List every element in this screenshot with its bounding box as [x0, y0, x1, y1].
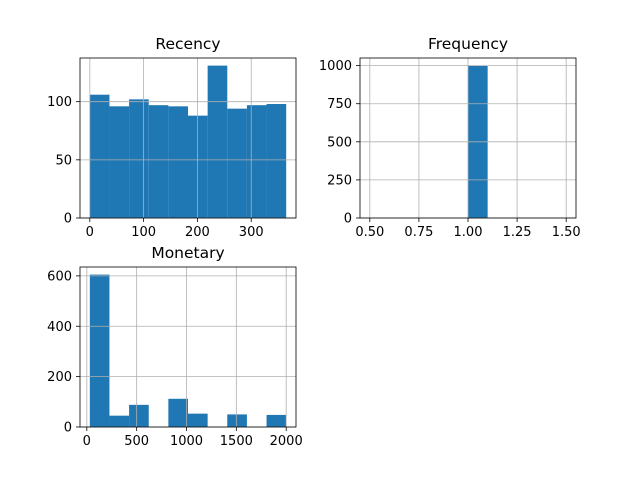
recency-y-tick-label: 50	[55, 153, 72, 168]
recency-bar	[207, 65, 228, 219]
recency-bar	[227, 108, 247, 218]
frequency-y-tick-label: 750	[327, 97, 352, 112]
monetary-y-tick-label: 0	[64, 421, 72, 436]
monetary-y-tick-label: 200	[47, 370, 72, 385]
monetary-bar	[227, 414, 247, 427]
monetary-bar	[266, 414, 287, 427]
monetary-bar	[129, 404, 149, 427]
monetary-y-tick-label: 400	[47, 320, 72, 335]
monetary-axes-frame	[79, 266, 297, 428]
recency-bar	[148, 105, 169, 218]
recency-histogram-panel: Recency 0 100 200 300 0 50 100	[47, 35, 297, 240]
recency-bar	[266, 104, 287, 218]
recency-x-tick-label: 0	[86, 225, 94, 240]
monetary-bar	[109, 415, 130, 427]
recency-x-tick-label: 100	[131, 225, 156, 240]
recency-bar	[246, 105, 267, 218]
frequency-x-tick-label: 0.50	[355, 225, 384, 240]
monetary-x-tick-label: 1500	[220, 434, 253, 449]
frequency-y-tick-label: 500	[327, 135, 352, 150]
monetary-bar	[168, 398, 188, 427]
recency-chart-title: Recency	[155, 35, 220, 53]
monetary-chart-title: Monetary	[151, 244, 224, 262]
frequency-y-tick-label: 250	[327, 173, 352, 188]
monetary-x-tick-label: 500	[124, 434, 149, 449]
recency-bar	[109, 106, 130, 218]
frequency-x-tick-label: 1.25	[503, 225, 532, 240]
frequency-y-tick-label: 0	[344, 212, 352, 227]
monetary-x-tick-label: 2000	[270, 434, 303, 449]
recency-y-tick-label: 100	[47, 95, 72, 110]
frequency-x-tick-label: 1.50	[552, 225, 581, 240]
frequency-chart-title: Frequency	[428, 35, 508, 53]
recency-axes-frame	[79, 57, 297, 219]
frequency-x-tick-label: 1.00	[454, 225, 483, 240]
recency-bar	[168, 106, 188, 218]
monetary-x-tick-label: 0	[83, 434, 91, 449]
monetary-y-tick-label: 600	[47, 269, 72, 284]
monetary-histogram-panel: Monetary 0 500 1000 1500 2000 0 200 400 600	[47, 244, 303, 449]
frequency-y-tick-label: 1000	[319, 59, 352, 74]
recency-bar	[188, 115, 208, 218]
recency-x-tick-label: 200	[185, 225, 210, 240]
recency-bar	[129, 99, 149, 218]
monetary-bar	[89, 274, 110, 427]
recency-y-tick-label: 0	[64, 212, 72, 227]
monetary-bar	[188, 413, 208, 427]
recency-x-tick-label: 300	[239, 225, 264, 240]
recency-bar	[89, 94, 110, 218]
frequency-x-tick-label: 0.75	[404, 225, 433, 240]
monetary-x-tick-label: 1000	[170, 434, 203, 449]
frequency-histogram-panel: Frequency 0.50 0.75 1.00 1.25 1.50 0 250 500 750…	[319, 35, 581, 240]
